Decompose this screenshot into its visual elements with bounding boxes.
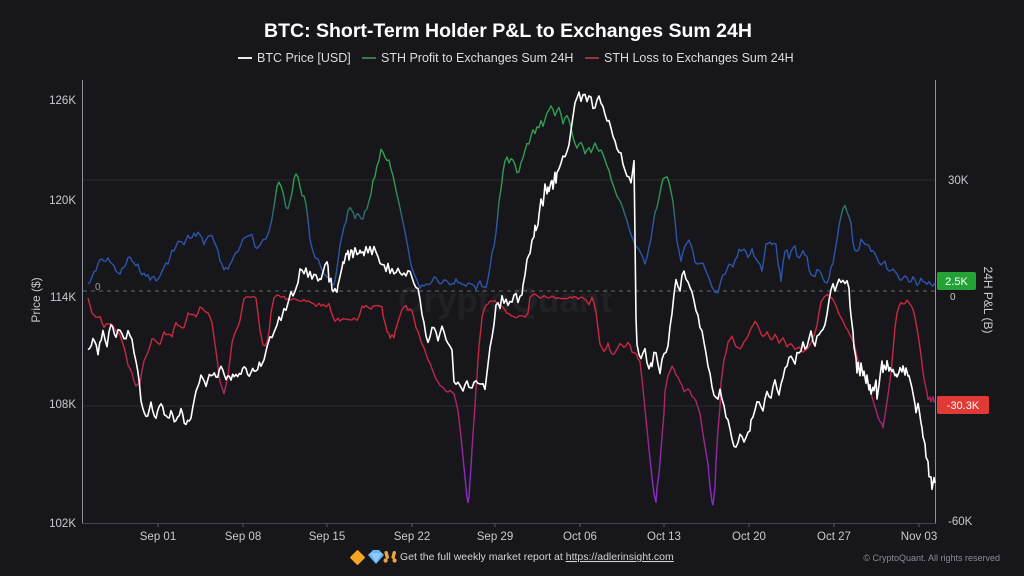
svg-text:BTC Price [USD]: BTC Price [USD] xyxy=(257,51,351,65)
svg-text:Oct 13: Oct 13 xyxy=(647,531,681,543)
svg-text:Oct 06: Oct 06 xyxy=(563,531,597,543)
svg-text:24H P&L (B): 24H P&L (B) xyxy=(981,267,995,334)
svg-text:114K: 114K xyxy=(50,292,76,304)
svg-text:© CryptoQuant. All rights rese: © CryptoQuant. All rights reserved xyxy=(863,553,1000,563)
svg-text:0: 0 xyxy=(950,292,956,303)
svg-text:Sep 29: Sep 29 xyxy=(477,531,513,543)
svg-text:Sep 08: Sep 08 xyxy=(225,531,261,543)
svg-text:Oct 27: Oct 27 xyxy=(817,531,851,543)
svg-text:2.5K: 2.5K xyxy=(945,276,968,288)
svg-text:Sep 15: Sep 15 xyxy=(309,531,345,543)
svg-text:120K: 120K xyxy=(49,195,76,207)
svg-text:108K: 108K xyxy=(49,399,76,411)
svg-text:BTC: Short-Term Holder P&L to: BTC: Short-Term Holder P&L to Exchanges … xyxy=(264,20,752,42)
svg-text:STH Profit to Exchanges Sum 24: STH Profit to Exchanges Sum 24H xyxy=(381,51,573,65)
svg-text:Get the full weekly market rep: Get the full weekly market report at htt… xyxy=(400,551,674,563)
svg-text:Sep 01: Sep 01 xyxy=(140,531,176,543)
svg-text:126K: 126K xyxy=(49,95,76,107)
svg-text:-30.3K: -30.3K xyxy=(947,400,980,412)
svg-text:30K: 30K xyxy=(948,175,969,187)
svg-text:0: 0 xyxy=(95,282,101,293)
svg-text:-60K: -60K xyxy=(948,516,973,528)
svg-text:Price ($): Price ($) xyxy=(29,277,43,322)
svg-text:Oct 20: Oct 20 xyxy=(732,531,766,543)
svg-text:Nov 03: Nov 03 xyxy=(901,531,937,543)
svg-text:STH Loss to Exchanges Sum 24H: STH Loss to Exchanges Sum 24H xyxy=(604,51,794,65)
svg-text:Sep 22: Sep 22 xyxy=(394,531,430,543)
svg-text:102K: 102K xyxy=(49,518,76,530)
